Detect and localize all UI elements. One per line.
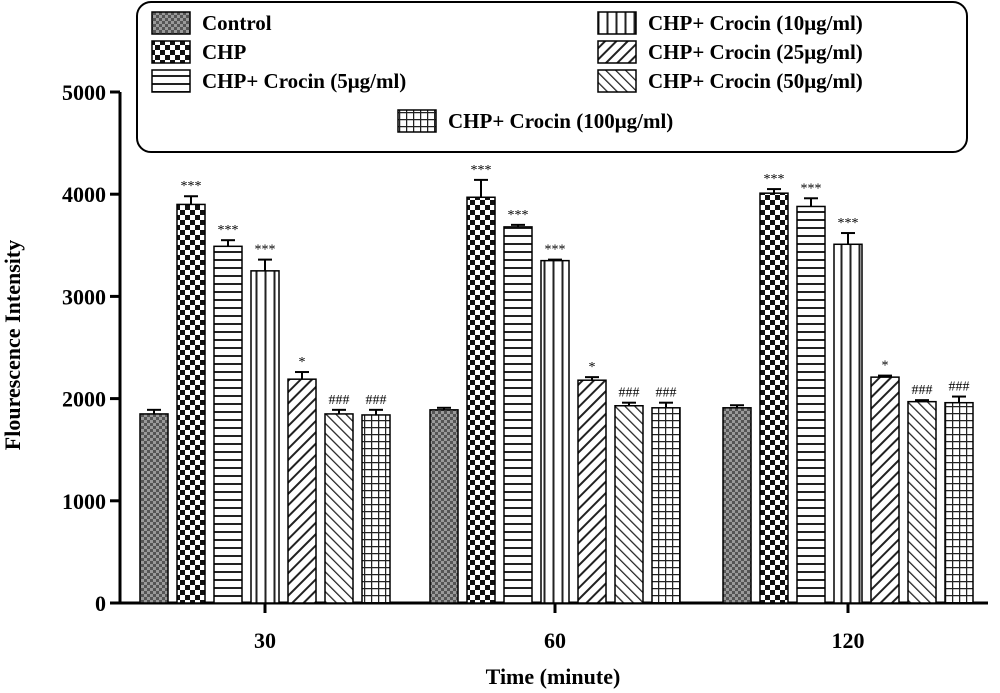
significance-label: *: [299, 355, 306, 370]
bar: [466, 196, 496, 604]
significance-label: ###: [656, 386, 677, 401]
y-ticks: 0 1000 2000 3000 4000 5000: [62, 80, 120, 616]
significance-label: ***: [181, 179, 202, 194]
bar: [176, 203, 206, 604]
legend: [136, 1, 968, 153]
significance-label: ***: [838, 216, 859, 231]
legend-swatch: [597, 11, 637, 35]
bar: [651, 407, 681, 604]
legend-swatch: [597, 40, 637, 64]
significance-label: ###: [912, 383, 933, 398]
bar: [870, 376, 900, 604]
legend-label: CHP+ Crocin (50μg/ml): [648, 69, 863, 93]
legend-frame: [136, 1, 968, 153]
bar: [503, 226, 533, 604]
legend-swatch: [151, 40, 191, 64]
y-tick-label: 5000: [62, 80, 106, 105]
legend-swatch: [397, 109, 437, 133]
bar: [833, 243, 863, 604]
bar: [139, 413, 169, 604]
x-ticks: 30 60 120: [254, 603, 865, 653]
bar: [324, 413, 354, 604]
bar: [429, 409, 459, 604]
bar: [250, 270, 280, 604]
legend-label: CHP+ Crocin (5μg/ml): [202, 69, 406, 93]
legend-label: CHP: [202, 40, 247, 64]
significance-label: ***: [508, 208, 529, 223]
bar: [722, 407, 752, 604]
significance-label: ***: [218, 223, 239, 238]
bar: [796, 205, 826, 604]
legend-swatch: [151, 11, 191, 35]
bar: [614, 405, 644, 604]
y-tick-label: 3000: [62, 284, 106, 309]
bar: [287, 378, 317, 604]
x-axis-title: Time (minute): [486, 664, 621, 689]
bar: [540, 259, 570, 604]
bar: [907, 400, 937, 604]
significance-label: ***: [764, 172, 785, 187]
bar: [577, 379, 607, 604]
significance-label: ***: [471, 163, 492, 178]
y-tick-label: 2000: [62, 387, 106, 412]
y-axis-title: Flourescence Intensity: [0, 240, 25, 450]
significance-label: ###: [619, 386, 640, 401]
bar: [361, 414, 391, 604]
bar: [213, 245, 243, 604]
significance-label: *: [589, 360, 596, 375]
legend-label: Control: [202, 11, 272, 35]
significance-label: ###: [366, 393, 387, 408]
bar: [944, 401, 974, 604]
y-tick-label: 4000: [62, 182, 106, 207]
legend-items: Control CHP+ Crocin (10μg/ml) CHP CHP+ Croc…: [151, 11, 863, 133]
significance-label: ***: [545, 243, 566, 258]
legend-label: CHP+ Crocin (10μg/ml): [648, 11, 863, 35]
legend-swatch: [597, 69, 637, 93]
significance-label: ***: [255, 243, 276, 258]
bars: **********### ###**********### ###********…: [139, 163, 974, 604]
x-tick-label: 60: [544, 628, 566, 653]
significance-label: ###: [949, 380, 970, 395]
significance-label: ***: [801, 181, 822, 196]
legend-swatch: [151, 69, 191, 93]
legend-label: CHP+ Crocin (100μg/ml): [448, 109, 673, 133]
x-tick-label: 30: [254, 628, 276, 653]
significance-label: *: [882, 359, 889, 374]
bar: [759, 192, 789, 604]
legend-label: CHP+ Crocin (25μg/ml): [648, 40, 863, 64]
y-tick-label: 0: [95, 591, 106, 616]
x-tick-label: 120: [832, 628, 865, 653]
significance-label: ###: [329, 393, 350, 408]
y-tick-label: 1000: [62, 489, 106, 514]
